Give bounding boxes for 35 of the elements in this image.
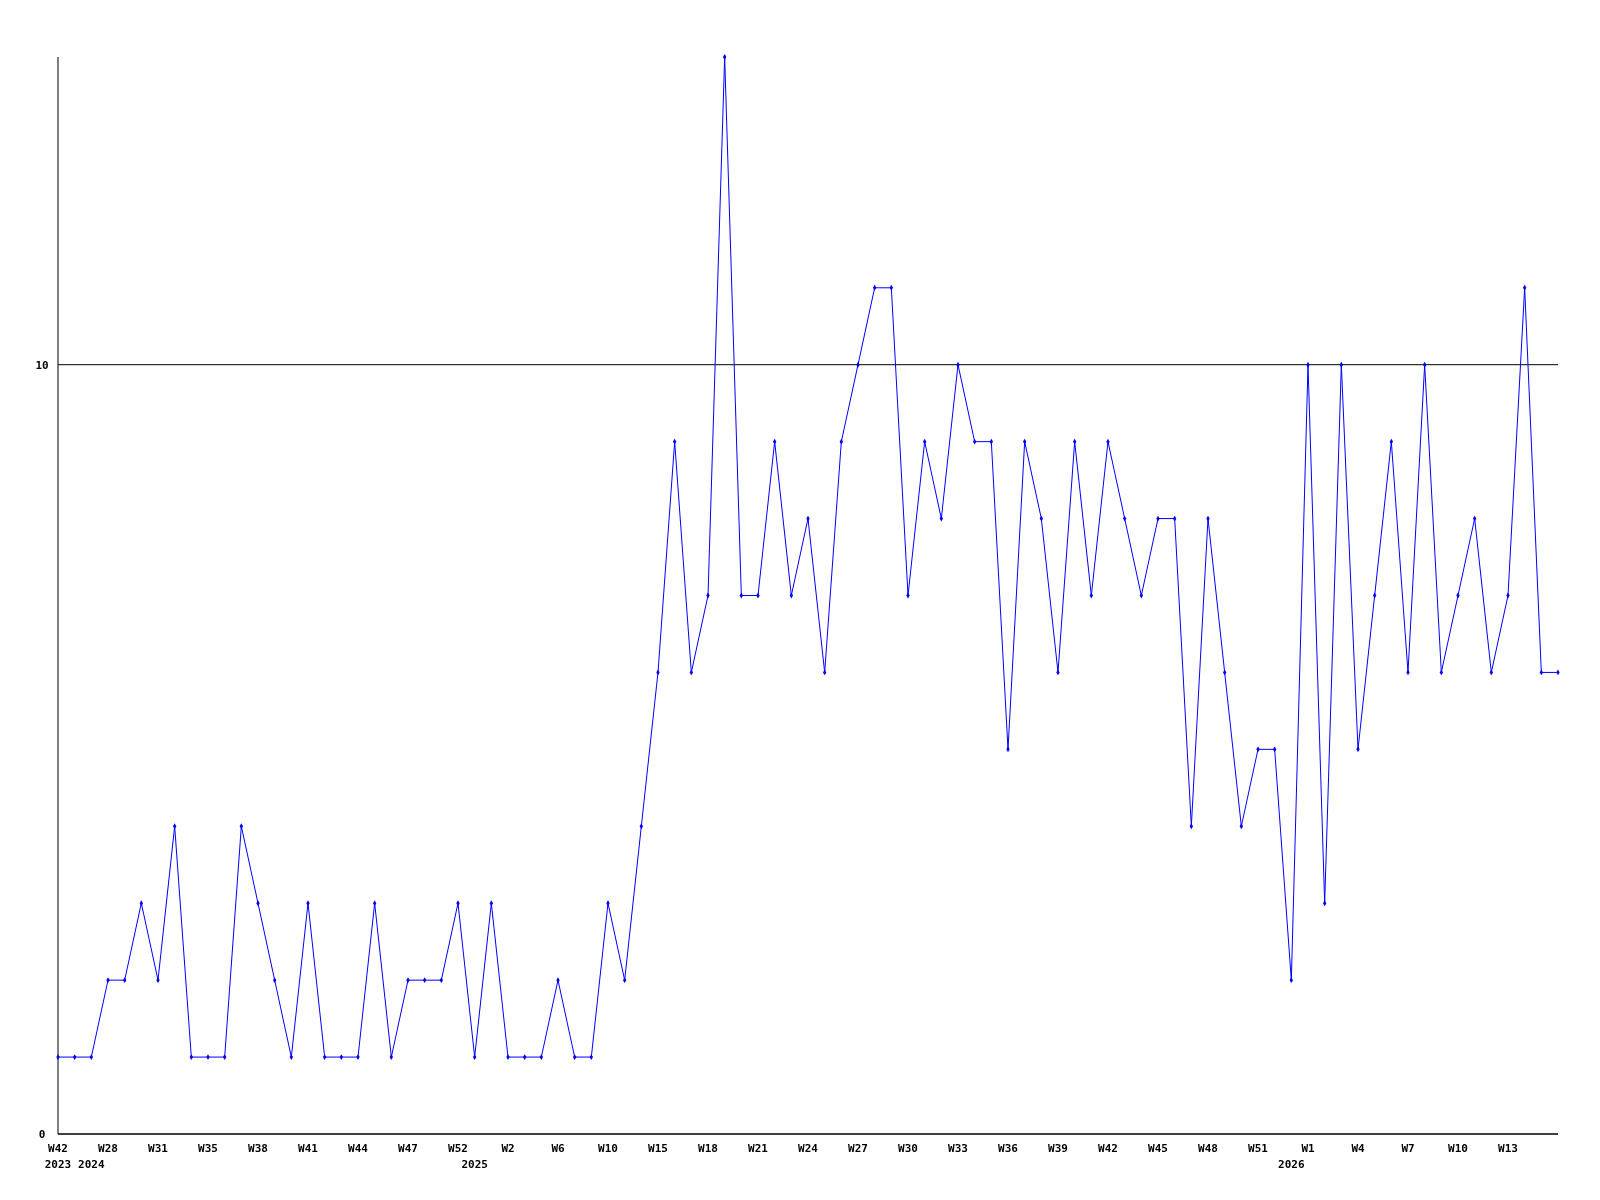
x-tick-label: W30 [898, 1142, 918, 1155]
x-tick-label: W13 [1498, 1142, 1518, 1155]
x-tick-label: W39 [1048, 1142, 1068, 1155]
x-tick-label: W44 [348, 1142, 369, 1155]
x-tick-label: W35 [198, 1142, 218, 1155]
x-tick-label: W10 [1448, 1142, 1468, 1155]
x-tick-label: W4 [1351, 1142, 1365, 1155]
x-tick-label: W6 [551, 1142, 565, 1155]
x-tick-label: W28 [98, 1142, 118, 1155]
x-tick-label: W2 [501, 1142, 515, 1155]
x-tick-label: W45 [1148, 1142, 1168, 1155]
x-tick-label: W47 [398, 1142, 418, 1155]
x-tick-label: W52 [448, 1142, 468, 1155]
x-tick-label: W10 [598, 1142, 618, 1155]
x-tick-label: 2025 [461, 1158, 488, 1171]
x-tick-label: W48 [1198, 1142, 1218, 1155]
x-tick-label: W1 [1301, 1142, 1315, 1155]
x-tick-label: W31 [148, 1142, 169, 1155]
x-tick-label: W51 [1248, 1142, 1269, 1155]
x-tick-label: W33 [948, 1142, 968, 1155]
y-tick-label: 0 [38, 1128, 46, 1141]
x-tick-label: W42 2023 [44, 1142, 72, 1171]
y-tick-label: 10 [35, 358, 49, 372]
x-tick-label: W15 [648, 1142, 668, 1155]
x-tick-label: 2024 [78, 1158, 105, 1171]
x-tick-label: W7 [1401, 1142, 1415, 1155]
x-tick-label: W21 [748, 1142, 769, 1155]
x-tick-label: W27 [848, 1142, 868, 1155]
x-tick-label: W38 [248, 1142, 268, 1155]
x-tick-label: W41 [298, 1142, 319, 1155]
x-tick-label: 2026 [1278, 1158, 1305, 1171]
x-tick-label: W42 [1098, 1142, 1118, 1155]
x-tick-label: W24 [798, 1142, 819, 1155]
x-tick-label: W18 [698, 1142, 718, 1155]
x-tick-label: W36 [998, 1142, 1019, 1155]
